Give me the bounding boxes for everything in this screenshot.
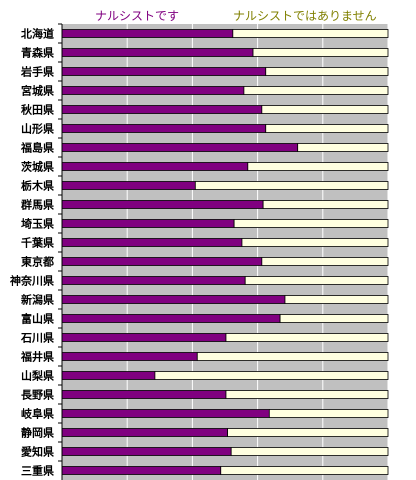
bar-narcissist [61,352,198,361]
bar-not-narcissist [262,200,389,209]
bar-not-narcissist [194,181,389,190]
bar-not-narcissist [227,428,389,437]
category-label: 青森県 [21,46,54,60]
bar-narcissist [61,428,229,437]
category-label: 群馬県 [20,198,54,212]
bar-narcissist [61,447,232,456]
bar-not-narcissist [247,162,389,171]
category-label: 三重県 [21,464,54,478]
bar-narcissist [61,333,227,342]
category-label: 山形県 [21,122,54,136]
bar-not-narcissist [268,409,389,418]
bar-not-narcissist [265,124,389,133]
bar-narcissist [61,466,222,475]
bar-not-narcissist [297,143,389,152]
bar-not-narcissist [284,295,389,304]
gridlines [126,24,389,480]
bar-not-narcissist [279,314,389,323]
bar-narcissist [61,314,281,323]
category-label: 長野県 [21,389,54,402]
bar-narcissist [61,200,264,209]
bar-not-narcissist [232,29,389,38]
bar-narcissist [61,67,267,76]
category-label: 愛知県 [21,445,54,459]
bar-narcissist [61,390,227,399]
category-label: 秋田県 [21,103,54,117]
category-label: 福島県 [20,141,54,155]
category-label: 埼玉県 [21,217,54,231]
bar-not-narcissist [225,333,389,342]
bar-narcissist [61,105,263,114]
category-label: 富山県 [21,312,54,326]
bar-not-narcissist [154,371,389,380]
bar-not-narcissist [225,390,389,399]
category-label: 茨城県 [21,160,54,174]
bar-not-narcissist [220,466,389,475]
bar-narcissist [61,124,267,133]
category-label: 宮城県 [21,84,54,98]
category-label: 福井県 [20,350,54,364]
bar-narcissist [61,257,263,266]
bar-not-narcissist [196,352,389,361]
category-label: 新潟県 [21,293,54,307]
bar-narcissist [61,86,245,95]
category-label: 東京都 [21,255,54,269]
legend-label-narcissist: ナルシストです [95,9,179,23]
bar-not-narcissist [261,105,389,114]
bar-narcissist [61,276,246,285]
category-labels: 北海道青森県岩手県宮城県秋田県山形県福島県茨城県栃木県群馬県埼玉県千葉県東京都神… [10,27,54,478]
bar-narcissist [61,295,286,304]
plot-area [62,24,388,480]
bar-narcissist [61,48,254,57]
bar-narcissist [61,162,249,171]
bar-narcissist [61,29,234,38]
legend: ナルシストです ナルシストではありません [95,9,377,23]
bar-narcissist [61,409,270,418]
bar-narcissist [61,371,156,380]
bar-not-narcissist [261,257,389,266]
bar-narcissist [61,143,299,152]
category-label: 千葉県 [21,236,54,250]
category-label: 岩手県 [20,65,54,79]
category-label: 岐阜県 [21,407,54,421]
category-label: 神奈川県 [10,274,54,288]
legend-label-not-narcissist: ナルシストではありません [233,9,377,23]
category-label: 静岡県 [21,426,54,440]
bar-not-narcissist [244,276,389,285]
category-label: 北海道 [21,27,54,41]
category-label: 山梨県 [21,369,54,383]
bar-not-narcissist [265,67,389,76]
bar-not-narcissist [243,86,389,95]
bar-not-narcissist [241,238,389,247]
bar-not-narcissist [252,48,389,57]
category-label: 栃木県 [21,179,54,193]
bar-rows [58,23,389,475]
bar-narcissist [61,238,243,247]
bar-not-narcissist [233,219,389,228]
bar-narcissist [61,219,235,228]
category-label: 石川県 [20,332,54,345]
bar-narcissist [61,181,196,190]
bar-not-narcissist [230,447,389,456]
